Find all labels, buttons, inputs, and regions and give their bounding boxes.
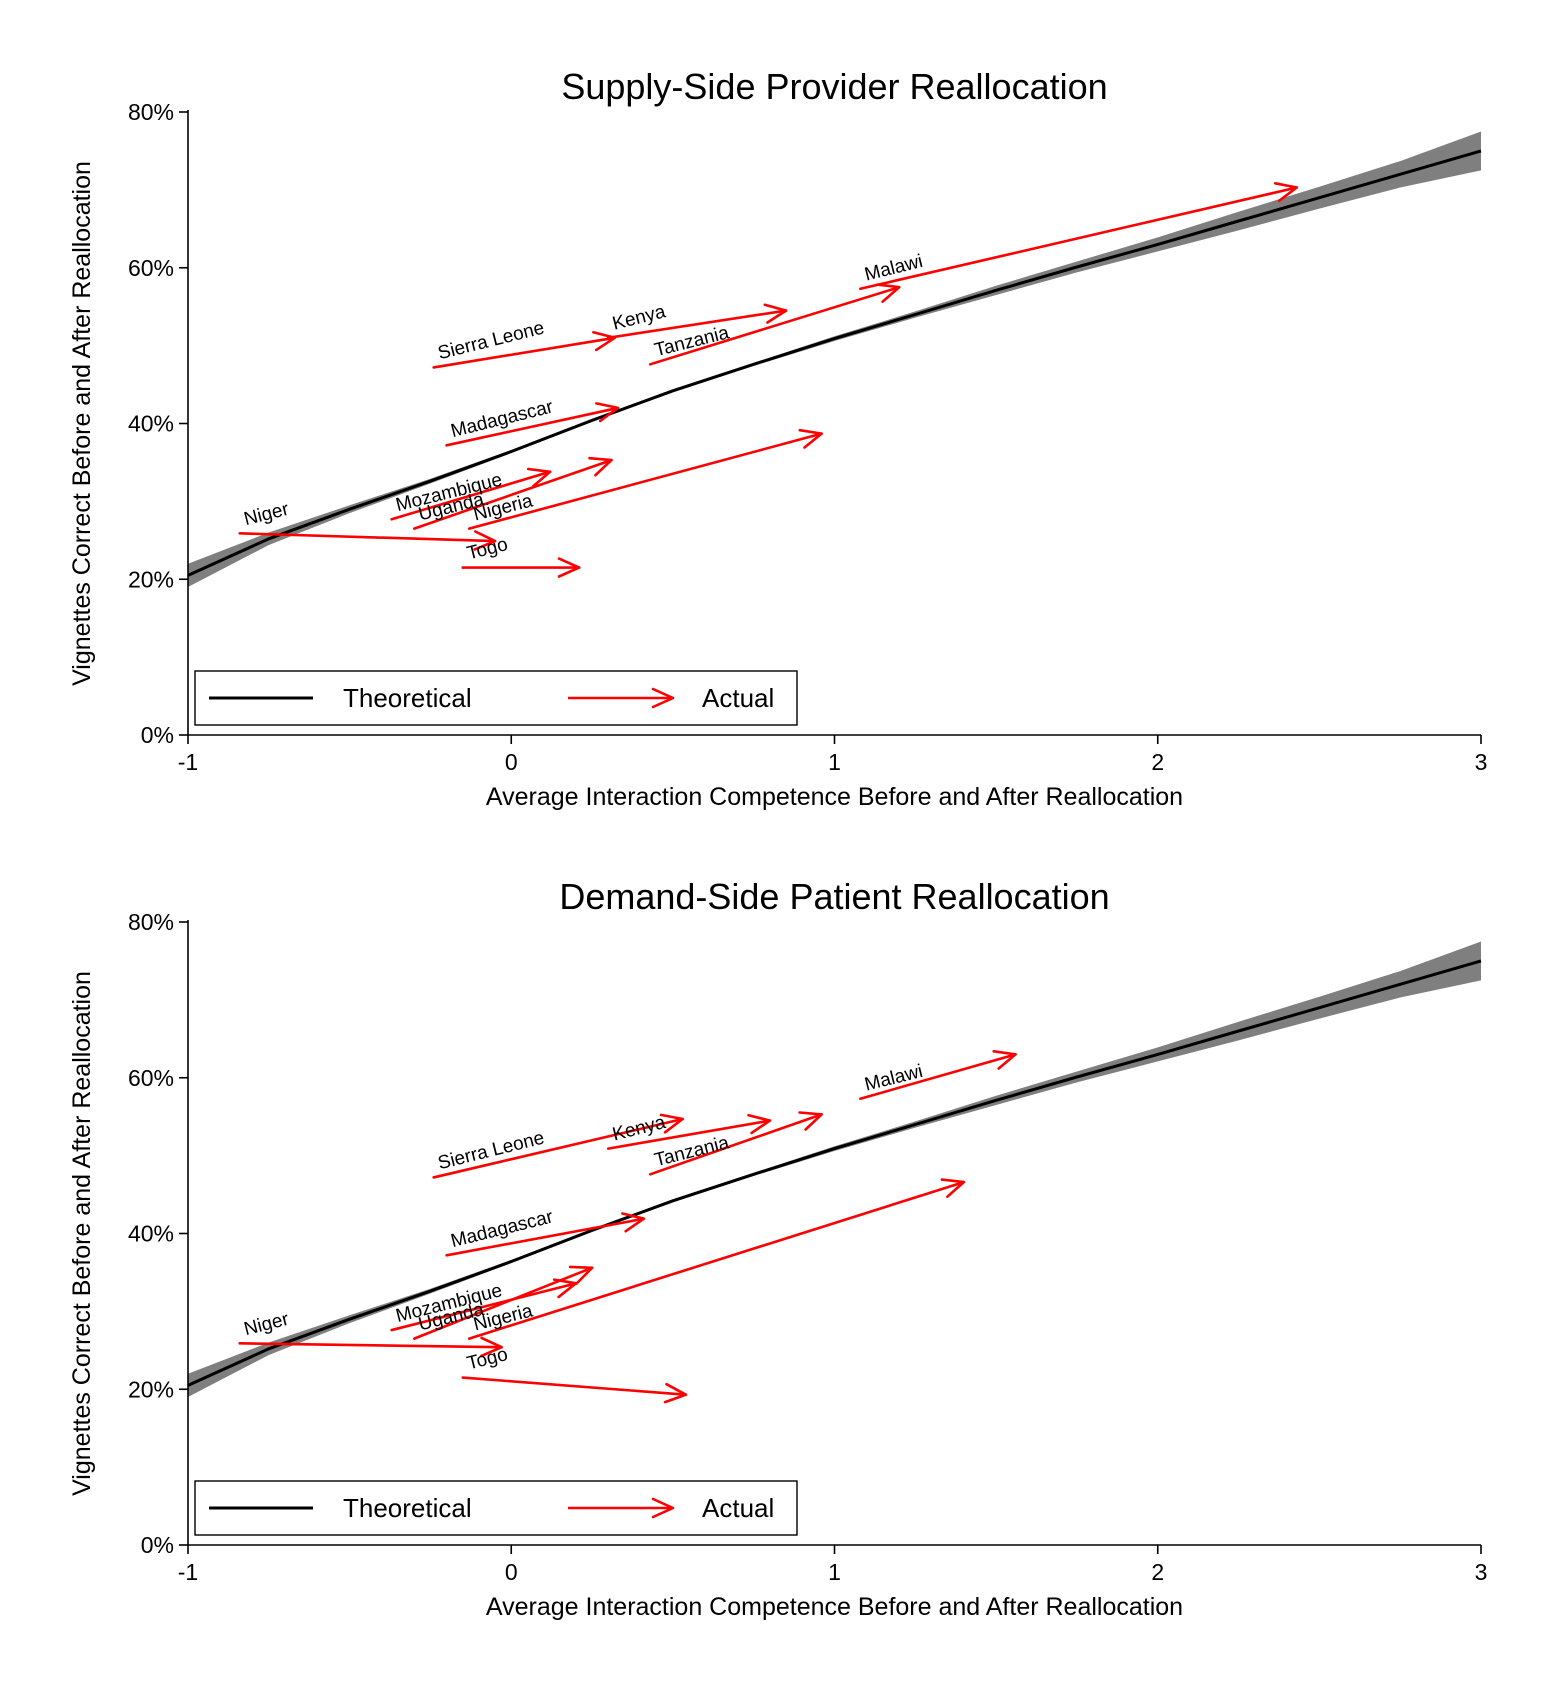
arrow-head [588,456,613,477]
arrow-head [876,283,901,303]
country-label-niger: Niger [242,499,292,531]
y-tick-label: 20% [128,1376,174,1402]
arrow-shaft [390,1282,578,1332]
x-tick-label: 2 [1151,749,1164,775]
y-tick-label: 60% [128,255,174,281]
x-tick-label: 3 [1475,749,1488,775]
arrow-shaft [606,309,788,340]
arrow-head [798,1111,823,1131]
y-tick-label: 40% [128,1221,174,1247]
arrow-shaft [412,1266,594,1340]
arrow-head [621,1212,646,1233]
arrow-shaft [445,1217,646,1257]
arrow-shaft [412,458,613,530]
arrow-nigeria: Nigeria [467,1178,966,1340]
arrow-head [992,1050,1017,1070]
arrow-togo: Togo [461,534,581,578]
x-tick-label: 0 [505,749,518,775]
arrow-shaft [648,285,901,366]
arrow-togo: Togo [461,1344,688,1404]
theoretical-line [187,959,1482,1387]
x-tick-label: -1 [178,749,198,775]
legend-actual-swatch-head [651,687,675,709]
y-axis-label: Vignettes Correct Before and After Reall… [68,161,96,686]
arrow-shaft [445,406,620,447]
arrow-shaft [648,1113,823,1176]
arrow-head [940,1178,966,1198]
y-tick-label: 20% [128,566,174,592]
chart-title: Supply-Side Provider Reallocation [561,66,1107,107]
y-tick-label: 80% [128,909,174,935]
arrow-shaft [238,532,497,543]
arrow-head [595,402,620,423]
arrow-shaft [461,1376,688,1397]
arrow-sierra-leone: Sierra Leone [432,318,616,369]
theoretical-confidence-band [188,131,1481,587]
legend: Theoretical Actual [194,1480,798,1536]
panel-2: Demand-Side Patient Reallocation Sierra L… [68,876,1487,1621]
x-tick-label: 2 [1151,1559,1164,1585]
y-tick-label: 0% [141,1532,174,1558]
arrow-shaft [467,1180,966,1340]
arrow-shaft [859,186,1299,291]
y-tick-label: 0% [141,722,174,748]
arrow-head [473,530,497,551]
theoretical-line [187,149,1482,577]
legend-actual-label: Actual [702,1493,774,1523]
arrow-head [568,1265,594,1285]
arrow-malawi: Malawi [859,1050,1017,1101]
panel-1: Supply-Side Provider Reallocation Sierra … [68,66,1487,811]
arrow-head [480,1336,503,1358]
x-tick-label: 0 [505,1559,518,1585]
legend: Theoretical Actual [194,670,798,726]
chart-title: Demand-Side Patient Reallocation [559,876,1109,917]
x-tick-label: 1 [828,1559,841,1585]
legend-actual-swatch-head [651,1497,675,1519]
arrow-shaft [390,470,552,521]
arrow-shaft [432,336,616,369]
arrow-shaft [432,1117,684,1179]
arrow-malawi: Malawi [859,182,1299,291]
theoretical-confidence-band [188,941,1481,1397]
y-tick-label: 60% [128,1065,174,1091]
arrow-head [526,467,552,488]
x-axis-label: Average Interaction Competence Before an… [486,783,1183,811]
x-tick-label: 1 [828,749,841,775]
x-tick-label: 3 [1475,1559,1488,1585]
y-axis-label: Vignettes Correct Before and After Reall… [68,971,96,1496]
country-label-togo: Togo [465,534,510,564]
arrow-shaft [606,1119,772,1150]
country-label-madagascar: Madagascar [449,396,556,442]
arrow-shaft [238,1342,503,1349]
arrow-head [663,1382,688,1404]
country-label-sierra-leone: Sierra Leone [436,1128,547,1175]
arrow-head [798,428,823,449]
arrow-shaft [859,1053,1017,1101]
arrow-head [659,1113,684,1134]
y-tick-label: 80% [128,99,174,125]
country-label-togo: Togo [465,1344,510,1374]
y-tick-label: 40% [128,411,174,437]
x-tick-label: -1 [178,1559,198,1585]
legend-actual-label: Actual [702,683,774,713]
legend-theoretical-label: Theoretical [343,1493,472,1523]
arrow-head [747,1113,772,1135]
arrow-shaft [467,432,823,530]
legend-theoretical-label: Theoretical [343,683,472,713]
arrow-head [557,557,581,578]
x-axis-label: Average Interaction Competence Before an… [486,1593,1183,1621]
arrow-head [763,303,788,324]
country-label-niger: Niger [242,1309,292,1341]
arrow-head [1273,182,1298,203]
